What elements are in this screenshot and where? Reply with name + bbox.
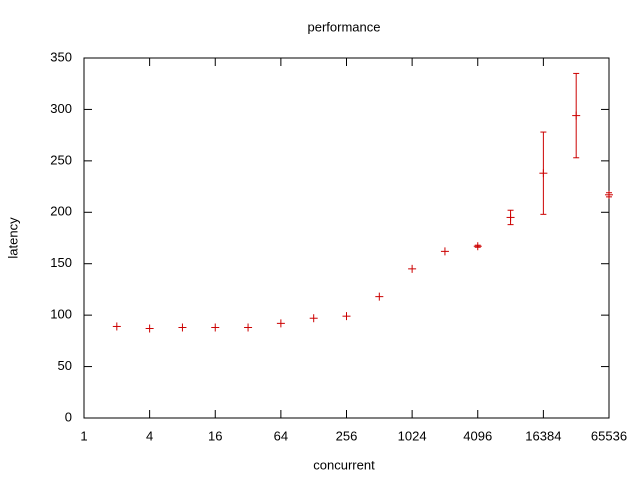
error-point bbox=[342, 312, 351, 321]
error-point bbox=[309, 314, 318, 323]
x-tick-label: 256 bbox=[336, 428, 358, 443]
error-point bbox=[244, 323, 253, 332]
x-tick-label: 16 bbox=[208, 428, 222, 443]
chart-title: performance bbox=[308, 19, 381, 34]
error-point bbox=[506, 209, 515, 226]
error-point bbox=[572, 72, 581, 159]
x-tick-label: 16384 bbox=[525, 428, 561, 443]
x-tick-label: 4096 bbox=[463, 428, 492, 443]
y-tick-label: 50 bbox=[58, 358, 72, 373]
error-point bbox=[178, 323, 187, 332]
y-axis-label: latency bbox=[5, 217, 20, 259]
error-point bbox=[408, 264, 417, 273]
x-tick-label: 1 bbox=[80, 428, 87, 443]
error-point bbox=[375, 292, 384, 301]
error-point bbox=[145, 324, 154, 333]
y-tick-label: 350 bbox=[50, 49, 72, 64]
y-tick-label: 300 bbox=[50, 101, 72, 116]
error-point bbox=[605, 190, 613, 199]
y-tick-label: 250 bbox=[50, 152, 72, 167]
x-tick-label: 65536 bbox=[591, 428, 627, 443]
y-tick-label: 150 bbox=[50, 255, 72, 270]
x-tick-label: 1024 bbox=[398, 428, 427, 443]
y-tick-label: 0 bbox=[65, 409, 72, 424]
x-tick-label: 64 bbox=[274, 428, 288, 443]
error-point bbox=[211, 323, 220, 332]
x-axis-label: concurrent bbox=[313, 457, 375, 472]
error-point bbox=[276, 319, 285, 328]
x-tick-label: 4 bbox=[146, 428, 153, 443]
error-point bbox=[473, 242, 482, 251]
error-point bbox=[112, 322, 121, 331]
y-tick-label: 200 bbox=[50, 204, 72, 219]
error-point bbox=[539, 131, 548, 215]
y-tick-label: 100 bbox=[50, 307, 72, 322]
error-point bbox=[440, 247, 449, 256]
